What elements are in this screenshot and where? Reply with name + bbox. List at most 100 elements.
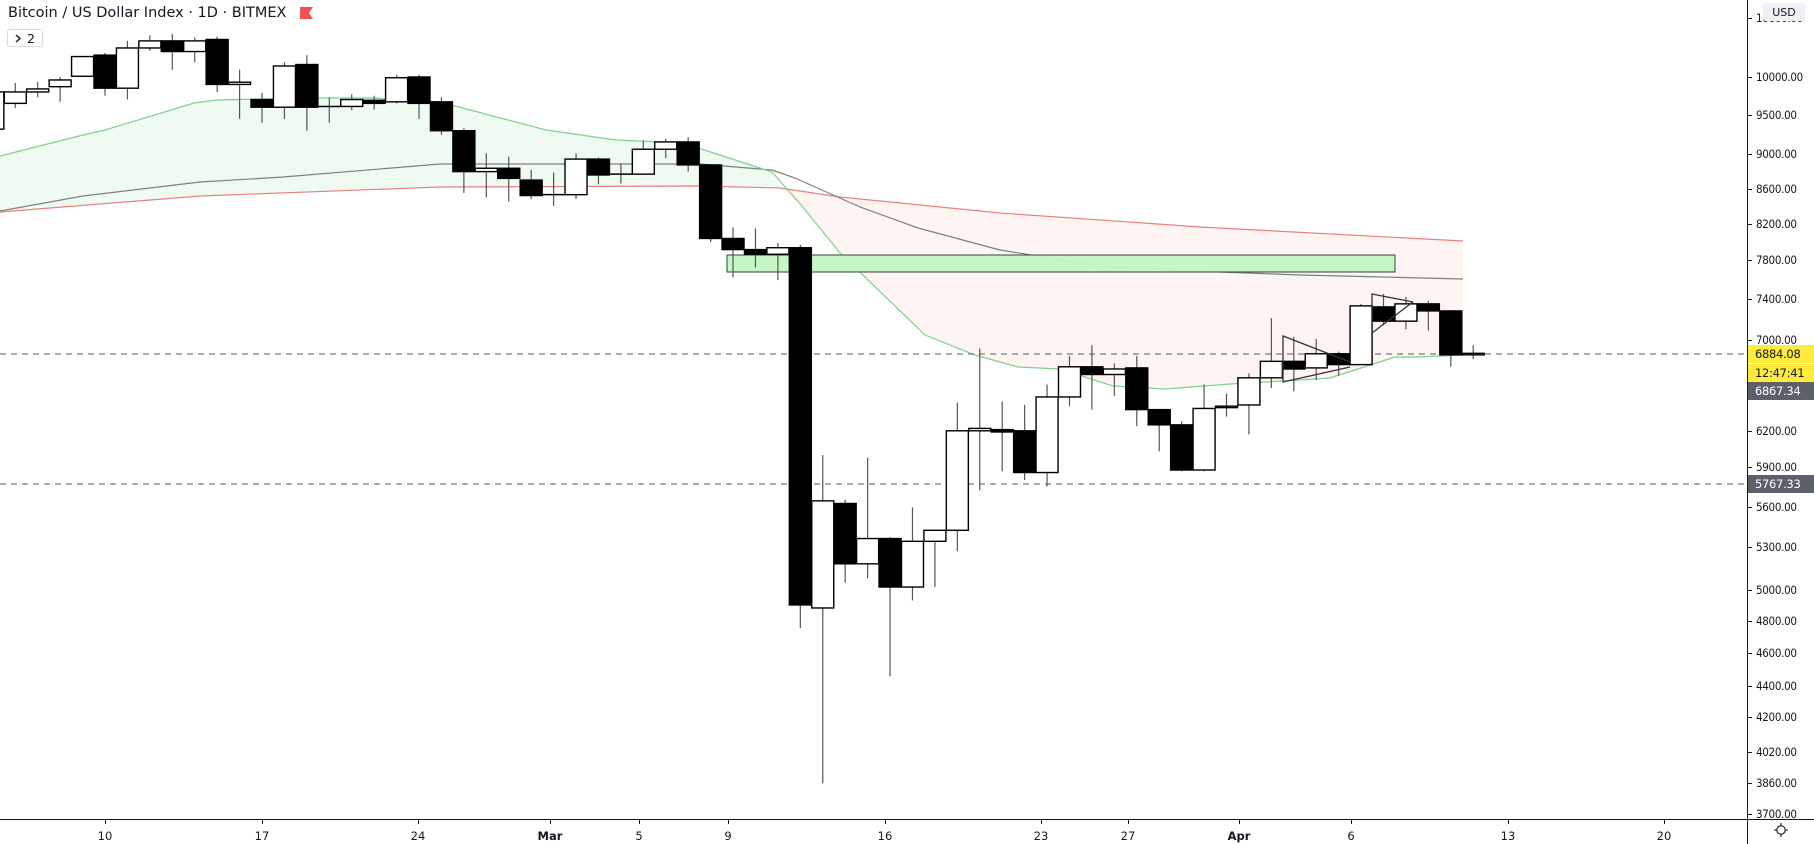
candle [452, 128, 476, 193]
price-tick-mark [1748, 717, 1752, 718]
candle [519, 169, 543, 200]
price-tick-mark [1748, 621, 1752, 622]
time-tick-label: 23 [1033, 829, 1049, 843]
time-tick-mark [1239, 820, 1240, 824]
flag-icon[interactable] [300, 7, 314, 19]
currency-badge[interactable]: USD [1763, 3, 1805, 21]
price-tick-mark [1748, 686, 1752, 687]
bullish-cloud-fill [0, 98, 780, 212]
price-tick-mark [1748, 752, 1752, 753]
triangle-drawing-1 [1282, 335, 1351, 383]
chart-canvas[interactable] [0, 0, 1747, 819]
candle [295, 55, 319, 131]
candle [609, 163, 632, 184]
price-tick-label: 3860.00 [1756, 776, 1797, 790]
price-tick-label: 7800.00 [1756, 253, 1797, 267]
candle [721, 227, 745, 278]
price-tick-label: 5900.00 [1756, 460, 1797, 474]
candle [855, 457, 880, 579]
candle [227, 69, 252, 119]
price-tick-mark [1748, 299, 1752, 300]
time-tick-label: 27 [1120, 829, 1136, 843]
candle [945, 402, 970, 552]
time-tick-mark [550, 820, 551, 824]
candle [1394, 296, 1418, 330]
time-tick-label: 17 [254, 829, 270, 843]
candle [900, 507, 925, 601]
candle [968, 348, 992, 491]
time-tick-mark [105, 820, 106, 824]
price-tick-label: 10000.00 [1756, 70, 1803, 84]
triangle-drawings[interactable] [1282, 293, 1414, 383]
candle [990, 401, 1014, 472]
candle [1192, 384, 1216, 472]
price-tick-mark [1748, 115, 1752, 116]
indicator-count: 2 [27, 30, 35, 46]
price-tick-mark [1748, 590, 1752, 591]
collapse-indicators-button[interactable]: 2 [7, 29, 43, 47]
candle [70, 55, 95, 77]
candle [497, 156, 521, 202]
candle [833, 499, 857, 583]
price-tick-mark [1748, 467, 1752, 468]
candle [0, 91, 5, 130]
price-tick-label: 4200.00 [1756, 710, 1797, 724]
price-tick-label: 9000.00 [1756, 147, 1797, 161]
price-tick-label: 3700.00 [1756, 807, 1797, 821]
candle [1237, 373, 1261, 435]
candle [429, 97, 454, 135]
price-tick-label: 7000.00 [1756, 333, 1797, 347]
time-tick-label: 9 [724, 829, 732, 843]
candle [698, 164, 723, 243]
time-tick-mark [1508, 820, 1509, 824]
candle [811, 455, 835, 784]
time-tick-label: 5 [635, 829, 643, 843]
support-zone-rectangle[interactable] [726, 254, 1396, 273]
candle [1439, 309, 1463, 367]
time-tick-mark [728, 820, 729, 824]
time-scale[interactable]: 10 17 24 Mar 5 9 16 23 27 Apr 6 13 20 [0, 819, 1747, 844]
time-tick-mark [418, 820, 419, 824]
settings-button[interactable] [1747, 819, 1814, 844]
price-tick-label: 5600.00 [1756, 500, 1797, 514]
candle [384, 74, 409, 104]
candle [48, 77, 72, 102]
time-tick-label: Mar [537, 829, 563, 843]
candle [1169, 421, 1194, 472]
symbol-legend[interactable]: Bitcoin / US Dollar Index · 1D · BITMEX [8, 5, 314, 21]
time-tick-label: 10 [97, 829, 113, 843]
candle [1147, 408, 1171, 452]
price-scale[interactable]: 10600.0010000.009500.009000.008600.00820… [1747, 0, 1814, 844]
bearish-cloud-fill [780, 188, 1463, 389]
time-tick-mark [1351, 820, 1352, 824]
price-tick-mark [1748, 154, 1752, 155]
time-tick-label: 6 [1347, 829, 1355, 843]
candle [138, 35, 162, 51]
time-tick-label: Apr [1227, 829, 1251, 843]
time-tick-mark [1128, 820, 1129, 824]
price-tick-label: 4800.00 [1756, 614, 1797, 628]
candle [542, 172, 565, 207]
price-tick-label: 5300.00 [1756, 540, 1797, 554]
candle [205, 36, 229, 92]
triangle-drawing-2 [1371, 293, 1414, 335]
price-tick-mark [1748, 77, 1752, 78]
price-tick-mark [1748, 814, 1752, 815]
time-tick-label: 20 [1656, 829, 1672, 843]
slow-ma-line [0, 185, 1464, 242]
candle [676, 137, 700, 172]
candlestick-series [0, 33, 1485, 784]
price-tick-mark [1748, 260, 1752, 261]
candle [923, 529, 947, 588]
time-tick-mark [1041, 820, 1042, 824]
candle [1461, 345, 1485, 360]
prev-close-tag: 6867.34 [1748, 382, 1814, 400]
time-tick-mark [639, 820, 640, 824]
symbol-title: Bitcoin / US Dollar Index · 1D · BITMEX [8, 5, 287, 21]
price-tick-label: 7400.00 [1756, 292, 1797, 306]
candle [1416, 300, 1441, 331]
candle [1214, 393, 1239, 417]
candle [631, 140, 656, 175]
horizontal-price-lines[interactable] [0, 353, 1747, 485]
time-tick-label: 24 [410, 829, 426, 843]
